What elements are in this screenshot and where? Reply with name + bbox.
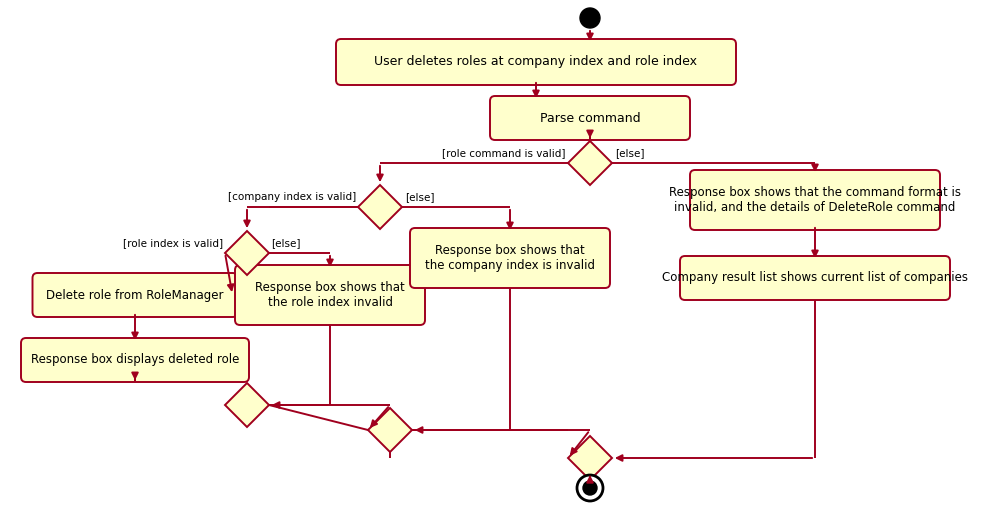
Polygon shape	[368, 408, 412, 452]
Text: [else]: [else]	[405, 192, 435, 202]
Text: [else]: [else]	[271, 238, 301, 248]
Text: [role command is valid]: [role command is valid]	[443, 148, 566, 158]
Polygon shape	[358, 185, 402, 229]
FancyBboxPatch shape	[336, 39, 736, 85]
Text: Response box shows that
the role index invalid: Response box shows that the role index i…	[255, 281, 405, 309]
Text: [role index is valid]: [role index is valid]	[123, 238, 223, 248]
Text: Delete role from RoleManager: Delete role from RoleManager	[46, 288, 224, 301]
Circle shape	[577, 475, 603, 501]
Text: Parse command: Parse command	[539, 112, 640, 125]
Polygon shape	[568, 141, 612, 185]
Text: [else]: [else]	[615, 148, 645, 158]
Polygon shape	[568, 436, 612, 480]
FancyBboxPatch shape	[235, 265, 425, 325]
FancyBboxPatch shape	[690, 170, 940, 230]
Circle shape	[580, 8, 600, 28]
Text: Response box shows that
the company index is invalid: Response box shows that the company inde…	[425, 244, 595, 272]
FancyBboxPatch shape	[21, 338, 249, 382]
FancyBboxPatch shape	[680, 256, 950, 300]
Text: Response box shows that the command format is
invalid, and the details of Delete: Response box shows that the command form…	[669, 186, 961, 214]
Text: [company index is valid]: [company index is valid]	[228, 192, 356, 202]
FancyBboxPatch shape	[410, 228, 610, 288]
FancyBboxPatch shape	[490, 96, 690, 140]
FancyBboxPatch shape	[33, 273, 238, 317]
Text: Response box displays deleted role: Response box displays deleted role	[31, 354, 240, 367]
Text: Company result list shows current list of companies: Company result list shows current list o…	[662, 272, 968, 284]
Circle shape	[583, 481, 597, 495]
Polygon shape	[225, 231, 269, 275]
Text: User deletes roles at company index and role index: User deletes roles at company index and …	[375, 56, 697, 69]
Polygon shape	[225, 383, 269, 427]
